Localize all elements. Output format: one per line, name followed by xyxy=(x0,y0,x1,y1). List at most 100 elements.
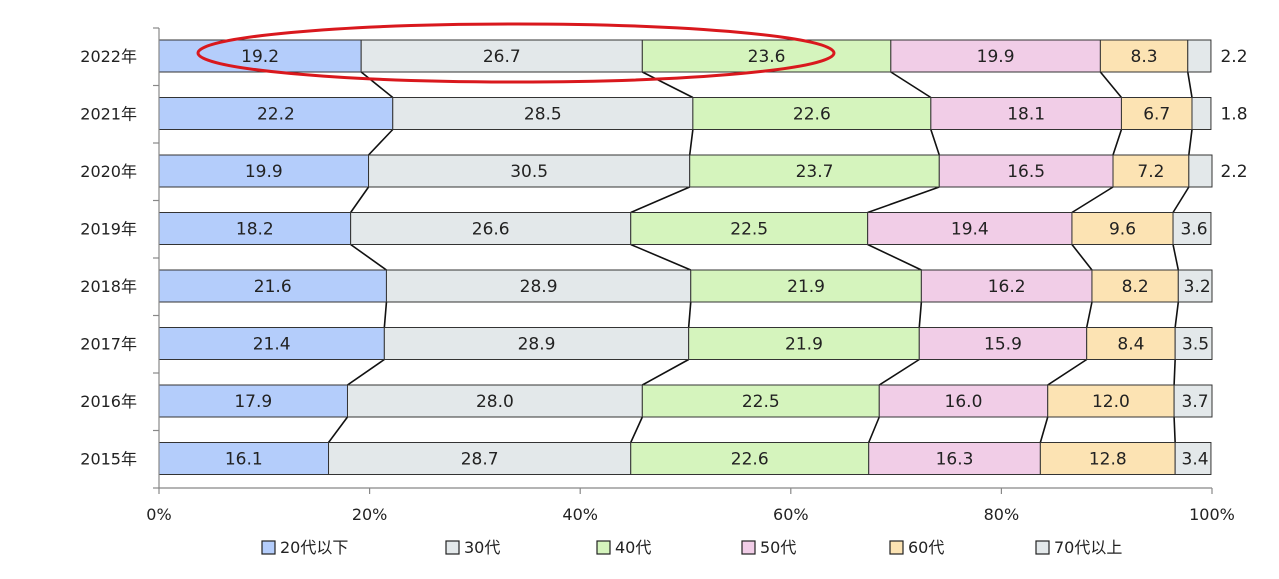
data-label: 16.2 xyxy=(988,277,1026,297)
data-label: 21.6 xyxy=(254,277,292,297)
data-label: 2.2 xyxy=(1220,162,1247,182)
legend-label: 70代以上 xyxy=(1054,538,1122,557)
series-line xyxy=(1071,186,1114,214)
data-label: 28.0 xyxy=(476,392,514,412)
series-line xyxy=(930,129,941,156)
series-line xyxy=(327,416,349,443)
x-tick-label: 20% xyxy=(352,505,388,524)
bar-segment xyxy=(385,269,692,303)
series-line xyxy=(867,416,880,443)
data-label: 19.9 xyxy=(977,47,1015,67)
bar-segment xyxy=(630,212,869,245)
x-tick-label: 40% xyxy=(562,505,598,524)
category-label: 2015年 xyxy=(80,450,137,469)
data-label: 8.2 xyxy=(1122,277,1149,297)
bar-segment xyxy=(158,327,385,360)
series-line xyxy=(350,243,387,271)
series-line xyxy=(1173,416,1176,443)
data-label: 17.9 xyxy=(234,392,272,412)
category-label: 2020年 xyxy=(80,162,137,181)
series-line xyxy=(1085,301,1093,328)
data-label: 3.2 xyxy=(1184,277,1211,297)
series-line xyxy=(1186,71,1193,98)
data-label: 3.6 xyxy=(1180,220,1207,240)
x-tick-label: 100% xyxy=(1189,505,1235,524)
category-label: 2016年 xyxy=(80,392,137,411)
series-line xyxy=(918,301,923,328)
x-tick-label: 60% xyxy=(773,505,809,524)
data-label: 16.3 xyxy=(936,450,974,470)
bar-segment xyxy=(878,384,1049,418)
bar-segment xyxy=(920,269,1093,303)
legend-label: 30代 xyxy=(464,538,500,557)
data-label: 28.7 xyxy=(461,450,499,470)
series-line xyxy=(688,129,694,156)
bar-segment xyxy=(346,384,643,418)
data-label: 18.1 xyxy=(1007,105,1045,125)
bar-segment xyxy=(1099,39,1189,73)
bar-segment xyxy=(1177,269,1213,303)
bar-segment xyxy=(938,154,1114,188)
data-label: 26.7 xyxy=(483,47,521,67)
bar-segment xyxy=(392,97,694,130)
bar-segment xyxy=(158,442,330,475)
data-label: 21.9 xyxy=(785,335,823,355)
data-label: 6.7 xyxy=(1143,105,1170,125)
data-label: 19.4 xyxy=(951,220,989,240)
bar-segment xyxy=(641,39,892,73)
series-line xyxy=(1188,129,1193,156)
legend-swatch xyxy=(741,540,756,555)
data-label: 3.5 xyxy=(1182,335,1209,355)
series-line xyxy=(1172,186,1190,213)
series-line xyxy=(1047,358,1088,386)
series-line xyxy=(890,71,932,99)
data-label: 21.4 xyxy=(253,335,291,355)
data-label: 23.6 xyxy=(748,47,786,67)
series-line xyxy=(360,71,394,99)
data-label: 30.5 xyxy=(510,162,548,182)
data-label: 28.9 xyxy=(520,277,558,297)
bar-segment xyxy=(1188,154,1213,188)
series-line xyxy=(641,358,690,386)
series-line xyxy=(1174,301,1180,328)
data-label: 7.2 xyxy=(1137,162,1164,182)
data-label: 12.8 xyxy=(1089,450,1127,470)
data-label: 8.4 xyxy=(1117,335,1144,355)
series-line xyxy=(630,186,691,214)
bar-segment xyxy=(630,442,870,475)
legend-swatch xyxy=(596,540,611,555)
legend-swatch xyxy=(1035,540,1050,555)
data-label: 28.9 xyxy=(518,335,556,355)
data-label: 1.8 xyxy=(1220,105,1247,125)
series-line xyxy=(867,243,922,271)
bar-segment xyxy=(1173,384,1213,418)
data-label: 16.1 xyxy=(225,450,263,470)
data-label: 16.5 xyxy=(1007,162,1045,182)
category-label: 2018年 xyxy=(80,277,137,296)
data-label: 22.5 xyxy=(730,220,768,240)
data-label: 23.7 xyxy=(796,162,834,182)
series-line xyxy=(367,128,394,156)
data-label: 15.9 xyxy=(984,335,1022,355)
bar-segment xyxy=(867,212,1073,245)
data-label: 2.2 xyxy=(1220,47,1247,67)
category-label: 2019年 xyxy=(80,220,137,239)
category-label: 2017年 xyxy=(80,335,137,354)
bar-segment xyxy=(360,39,643,73)
bar-segment xyxy=(918,327,1088,360)
bar-segment xyxy=(328,442,632,475)
x-tick-label: 0% xyxy=(146,505,171,524)
data-label: 26.6 xyxy=(472,220,510,240)
series-line xyxy=(1071,244,1093,271)
bar-segment xyxy=(868,442,1041,475)
legend-swatch xyxy=(445,540,460,555)
bar-segment xyxy=(1172,212,1212,245)
series-line xyxy=(1173,359,1176,386)
series-line xyxy=(383,301,388,328)
data-label: 22.6 xyxy=(793,105,831,125)
data-label: 18.2 xyxy=(236,220,274,240)
highlight-ellipse xyxy=(196,22,836,84)
bar-segment xyxy=(930,97,1122,130)
data-label: 22.2 xyxy=(257,105,295,125)
